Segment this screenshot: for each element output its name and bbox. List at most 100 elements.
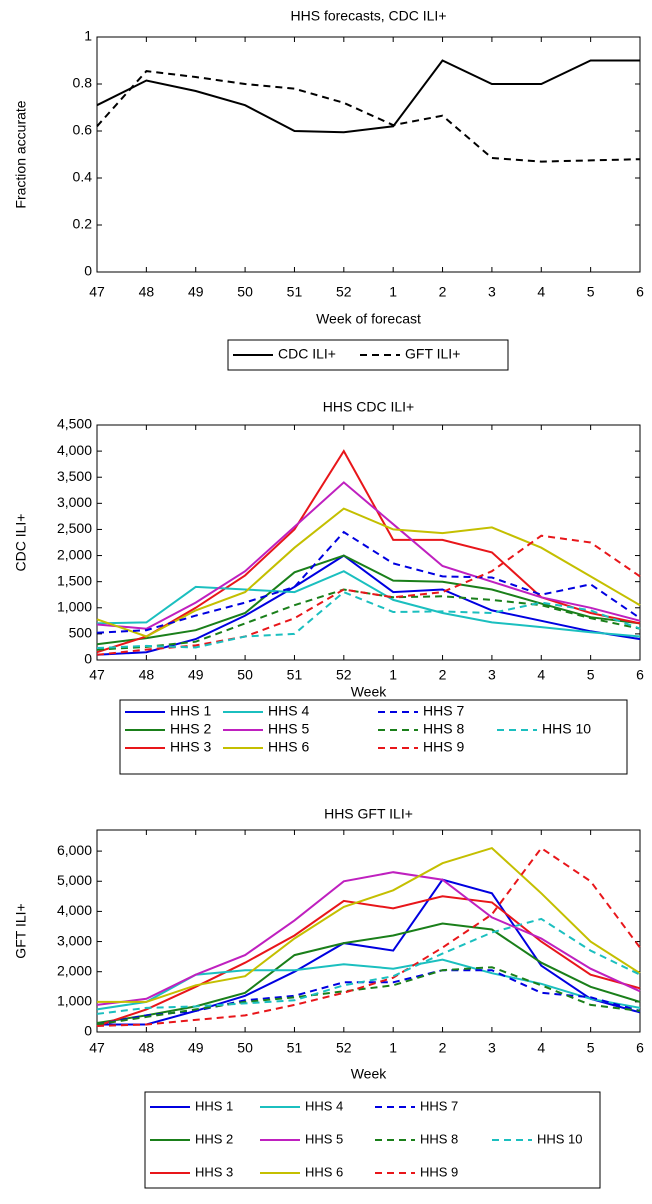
plot-frame <box>96 424 641 661</box>
x-tick-label: 2 <box>439 667 447 683</box>
x-tick-label: 1 <box>389 1040 397 1056</box>
y-tick-label: 1,000 <box>57 598 92 614</box>
y-axis-label: CDC ILI+ <box>13 514 29 572</box>
x-tick-label: 1 <box>389 284 397 300</box>
y-tick-label: 500 <box>69 625 93 641</box>
y-tick-label: 4,500 <box>57 416 92 432</box>
y-tick-label: 0 <box>84 263 92 279</box>
y-tick-label: 1 <box>84 28 92 44</box>
legend-label: HHS 6 <box>268 739 309 755</box>
legend-label: HHS 2 <box>170 721 211 737</box>
legend-label: HHS 9 <box>423 739 464 755</box>
x-tick-label: 6 <box>636 284 644 300</box>
y-tick-label: 4,000 <box>57 442 92 458</box>
series-line <box>96 70 641 163</box>
y-tick-label: 0.4 <box>73 169 93 185</box>
series-line <box>96 895 641 1027</box>
y-tick-label: 0.8 <box>73 75 93 91</box>
x-tick-label: 52 <box>336 1040 352 1056</box>
legend-box <box>119 699 628 775</box>
x-tick-label: 50 <box>237 1040 253 1056</box>
series-line <box>96 554 641 656</box>
series-line <box>96 449 641 654</box>
x-tick-label: 4 <box>537 1040 545 1056</box>
y-tick-label: 3,000 <box>57 932 92 948</box>
y-tick-label: 6,000 <box>57 842 92 858</box>
series-line <box>96 530 641 634</box>
x-tick-label: 52 <box>336 284 352 300</box>
x-axis-label: Week <box>351 1066 388 1082</box>
x-tick-label: 50 <box>237 667 253 683</box>
x-tick-label: 49 <box>188 667 204 683</box>
legend-label: HHS 1 <box>170 703 211 719</box>
series-line <box>96 917 641 1015</box>
x-tick-label: 49 <box>188 1040 204 1056</box>
series-line <box>96 554 641 646</box>
x-tick-label: 48 <box>139 667 155 683</box>
series-line <box>97 846 641 1003</box>
legend-label: HHS 7 <box>423 703 464 719</box>
legend-label: HHS 7 <box>420 1098 458 1113</box>
chart-title: HHS GFT ILI+ <box>324 806 413 822</box>
legend-label: HHS 9 <box>420 1164 458 1179</box>
x-tick-label: 51 <box>287 284 303 300</box>
series-line <box>96 534 641 656</box>
series-line <box>96 966 641 1026</box>
legend-label: HHS 5 <box>268 721 309 737</box>
x-tick-label: 49 <box>188 284 204 300</box>
x-tick-label: 3 <box>488 667 496 683</box>
y-tick-label: 0.6 <box>73 122 93 138</box>
legend-label: HHS 4 <box>305 1098 343 1113</box>
plot-frame <box>96 36 641 273</box>
y-tick-label: 0 <box>84 651 92 667</box>
x-axis-label: Week of forecast <box>316 311 421 327</box>
legend-label: HHS 6 <box>305 1164 343 1179</box>
series-line <box>96 481 641 630</box>
legend-box <box>227 339 509 371</box>
x-tick-label: 4 <box>537 667 545 683</box>
y-tick-label: 2,000 <box>57 546 92 562</box>
y-tick-label: 2,000 <box>57 962 92 978</box>
series-line <box>96 588 641 651</box>
x-tick-label: 47 <box>89 1040 105 1056</box>
legend-label: HHS 5 <box>305 1131 343 1146</box>
plot-frame <box>96 829 641 1033</box>
x-axis-label: Week <box>351 684 388 700</box>
y-tick-label: 1,000 <box>57 993 92 1009</box>
series-line <box>96 922 641 1024</box>
y-tick-label: 0.2 <box>73 216 93 232</box>
x-tick-label: 2 <box>439 284 447 300</box>
legend-label: HHS 10 <box>537 1131 583 1146</box>
x-tick-label: 2 <box>439 1040 447 1056</box>
x-tick-label: 47 <box>89 667 105 683</box>
x-tick-label: 6 <box>636 1040 644 1056</box>
x-tick-label: 48 <box>139 284 155 300</box>
legend-label: GFT ILI+ <box>405 346 460 362</box>
x-tick-label: 52 <box>336 667 352 683</box>
legend-label: HHS 8 <box>420 1131 458 1146</box>
y-tick-label: 1,500 <box>57 572 92 588</box>
x-tick-label: 5 <box>587 284 595 300</box>
legend-label: HHS 10 <box>542 721 591 737</box>
y-tick-label: 5,000 <box>57 872 92 888</box>
x-tick-label: 51 <box>287 667 303 683</box>
x-tick-label: 47 <box>89 284 105 300</box>
legend-label: HHS 3 <box>170 739 211 755</box>
legend-label: HHS 4 <box>268 703 309 719</box>
series-line <box>96 871 641 1006</box>
y-axis-label: Fraction accurate <box>13 100 29 208</box>
legend-box <box>144 1091 601 1189</box>
x-tick-label: 51 <box>287 1040 303 1056</box>
chart-title: HHS CDC ILI+ <box>323 399 414 415</box>
series-line <box>96 958 641 1011</box>
y-tick-label: 3,500 <box>57 468 92 484</box>
x-tick-label: 50 <box>237 284 253 300</box>
legend-label: HHS 8 <box>423 721 464 737</box>
y-tick-label: 4,000 <box>57 902 92 918</box>
x-tick-label: 6 <box>636 667 644 683</box>
x-tick-label: 1 <box>389 667 397 683</box>
x-tick-label: 48 <box>139 1040 155 1056</box>
x-tick-label: 3 <box>488 1040 496 1056</box>
legend-label: HHS 2 <box>195 1131 233 1146</box>
